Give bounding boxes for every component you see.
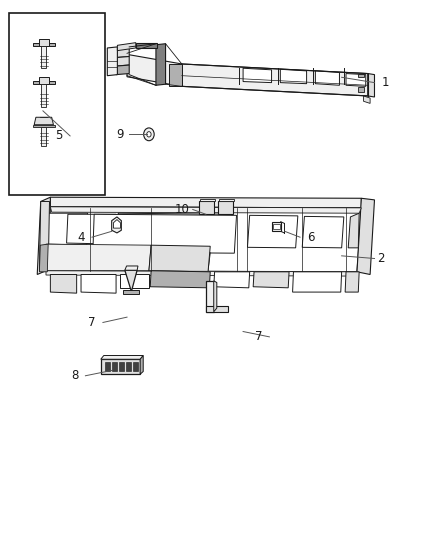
Polygon shape bbox=[93, 214, 237, 253]
Polygon shape bbox=[125, 266, 138, 270]
Polygon shape bbox=[182, 64, 368, 96]
Polygon shape bbox=[116, 213, 232, 251]
Polygon shape bbox=[214, 281, 217, 312]
Polygon shape bbox=[105, 362, 110, 371]
Polygon shape bbox=[120, 274, 149, 288]
Polygon shape bbox=[253, 272, 289, 288]
Polygon shape bbox=[346, 74, 366, 86]
Polygon shape bbox=[39, 39, 49, 46]
Polygon shape bbox=[50, 274, 77, 293]
Text: 10: 10 bbox=[174, 203, 189, 216]
Polygon shape bbox=[123, 290, 139, 294]
Polygon shape bbox=[39, 244, 48, 272]
Polygon shape bbox=[116, 56, 129, 66]
Text: 9: 9 bbox=[117, 128, 124, 141]
Polygon shape bbox=[140, 356, 143, 374]
Polygon shape bbox=[41, 127, 46, 146]
Polygon shape bbox=[199, 201, 214, 214]
Polygon shape bbox=[243, 68, 272, 83]
Polygon shape bbox=[156, 44, 166, 85]
Polygon shape bbox=[101, 356, 143, 359]
Polygon shape bbox=[46, 244, 151, 271]
Polygon shape bbox=[41, 46, 46, 68]
Polygon shape bbox=[126, 362, 131, 371]
Polygon shape bbox=[136, 43, 157, 48]
Polygon shape bbox=[293, 272, 342, 292]
Circle shape bbox=[147, 132, 151, 137]
Polygon shape bbox=[358, 74, 364, 77]
Polygon shape bbox=[149, 245, 210, 272]
Polygon shape bbox=[151, 252, 210, 270]
Polygon shape bbox=[150, 271, 210, 288]
Polygon shape bbox=[39, 201, 49, 272]
Polygon shape bbox=[272, 222, 281, 231]
Polygon shape bbox=[302, 216, 344, 248]
Polygon shape bbox=[116, 47, 129, 58]
Polygon shape bbox=[113, 220, 120, 228]
Polygon shape bbox=[46, 271, 357, 276]
Text: 7: 7 bbox=[254, 330, 262, 343]
Polygon shape bbox=[357, 198, 374, 274]
Polygon shape bbox=[200, 199, 215, 201]
Polygon shape bbox=[214, 272, 250, 288]
Text: 6: 6 bbox=[307, 231, 315, 244]
Polygon shape bbox=[33, 125, 55, 127]
Polygon shape bbox=[206, 281, 214, 312]
Polygon shape bbox=[364, 96, 370, 103]
Polygon shape bbox=[101, 359, 140, 374]
Bar bbox=[9, 13, 105, 195]
Polygon shape bbox=[280, 69, 307, 84]
Polygon shape bbox=[219, 199, 234, 201]
Text: 2: 2 bbox=[377, 252, 385, 265]
Polygon shape bbox=[125, 270, 137, 292]
Polygon shape bbox=[169, 64, 182, 86]
Polygon shape bbox=[37, 197, 50, 274]
Polygon shape bbox=[247, 215, 298, 248]
Polygon shape bbox=[46, 207, 361, 272]
Polygon shape bbox=[348, 213, 359, 248]
Polygon shape bbox=[345, 272, 359, 292]
Polygon shape bbox=[358, 87, 364, 92]
Polygon shape bbox=[33, 81, 55, 84]
Circle shape bbox=[144, 128, 154, 141]
Polygon shape bbox=[81, 274, 116, 293]
Text: 5: 5 bbox=[56, 130, 63, 142]
Polygon shape bbox=[116, 65, 129, 75]
Polygon shape bbox=[368, 74, 374, 97]
Text: 1: 1 bbox=[381, 76, 389, 89]
Polygon shape bbox=[273, 224, 280, 229]
Polygon shape bbox=[47, 213, 88, 245]
Polygon shape bbox=[107, 47, 117, 76]
Polygon shape bbox=[112, 217, 121, 233]
Polygon shape bbox=[67, 214, 116, 244]
Polygon shape bbox=[119, 362, 124, 371]
Text: 7: 7 bbox=[88, 316, 96, 329]
Text: 4: 4 bbox=[77, 231, 85, 244]
Polygon shape bbox=[50, 197, 361, 208]
Polygon shape bbox=[315, 71, 339, 85]
Polygon shape bbox=[127, 54, 182, 86]
Polygon shape bbox=[41, 84, 46, 107]
Polygon shape bbox=[39, 77, 49, 84]
Polygon shape bbox=[34, 117, 53, 125]
Polygon shape bbox=[50, 207, 361, 213]
Polygon shape bbox=[206, 306, 228, 312]
Polygon shape bbox=[112, 362, 117, 371]
Polygon shape bbox=[33, 43, 55, 46]
Text: 8: 8 bbox=[71, 369, 78, 382]
Polygon shape bbox=[133, 362, 138, 371]
Polygon shape bbox=[218, 201, 233, 214]
Polygon shape bbox=[117, 43, 136, 51]
